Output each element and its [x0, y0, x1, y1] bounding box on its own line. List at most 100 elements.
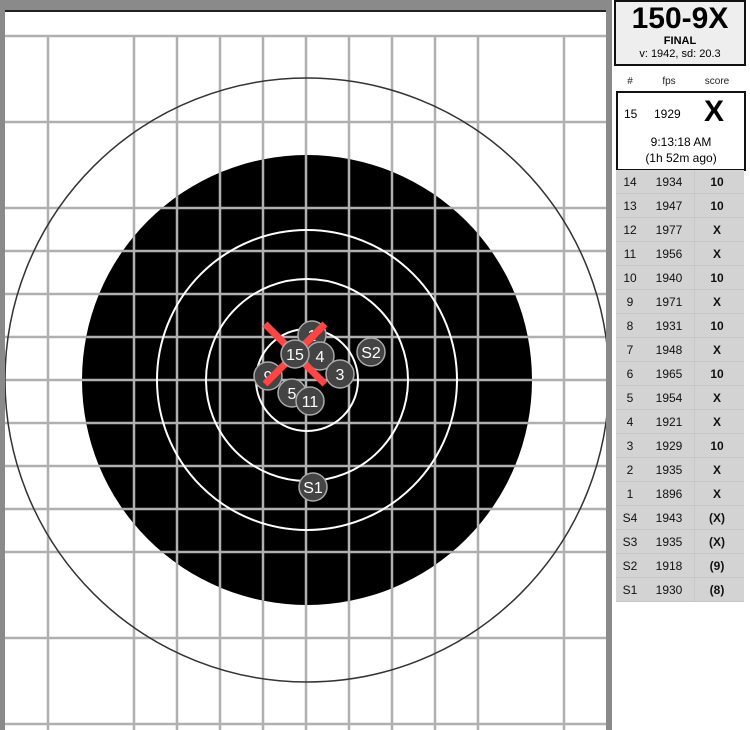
shot-hole[interactable]: S1 — [298, 472, 328, 502]
shot-row[interactable]: 4 1921 X — [616, 410, 744, 434]
shot-num: 12 — [623, 223, 637, 237]
shot-row[interactable]: 1 1896 X — [616, 482, 744, 506]
shot-circle — [298, 472, 328, 502]
latest-shot-num: 15 — [624, 107, 638, 121]
shot-fps: 1931 — [655, 319, 683, 333]
shot-score: (9) — [709, 559, 725, 573]
shot-fps: 1971 — [655, 295, 683, 309]
shot-num: S2 — [622, 559, 638, 573]
shot-row[interactable]: 12 1977 X — [616, 218, 744, 242]
shot-hole[interactable]: 15 — [262, 321, 328, 387]
velocity-stats: v: 1942, sd: 20.3 — [639, 48, 721, 60]
score-panel: 150-9X FINAL v: 1942, sd: 20.3 # fps sco… — [612, 0, 750, 730]
shot-row[interactable]: 2 1935 X — [616, 458, 744, 482]
shot-hole[interactable]: 3 — [325, 359, 355, 389]
shot-num: 10 — [623, 271, 637, 285]
shot-fps: 1929 — [655, 439, 683, 453]
shot-fps: 1965 — [655, 367, 683, 381]
session-status: FINAL — [663, 35, 697, 47]
shot-num: S3 — [622, 535, 638, 549]
shot-score: 10 — [710, 319, 724, 333]
score-summary: 150-9X FINAL v: 1942, sd: 20.3 — [614, 0, 746, 66]
shot-label: 4 — [316, 349, 325, 366]
shot-score: (X) — [709, 535, 725, 549]
shot-score: X — [712, 295, 721, 309]
shot-hole[interactable]: 11 — [295, 386, 325, 416]
shot-row[interactable]: S2 1918 (9) — [616, 554, 744, 578]
shot-score: X — [712, 463, 721, 477]
shot-num: 14 — [623, 175, 637, 189]
shot-label: 11 — [302, 394, 319, 411]
shot-row[interactable]: 11 1956 X — [616, 242, 744, 266]
shot-row[interactable]: 5 1954 X — [616, 386, 744, 410]
shot-fps: 1943 — [655, 511, 683, 525]
shot-table: 14 1934 10 13 1947 10 12 1977 X 11 1956 X 10 1940 10 9 1… — [616, 170, 744, 602]
shot-num: 11 — [623, 247, 637, 261]
shot-label: S1 — [303, 480, 323, 497]
shot-row[interactable]: 8 1931 10 — [616, 314, 744, 338]
shot-row[interactable]: 13 1947 10 — [616, 194, 744, 218]
shot-row[interactable]: 14 1934 10 — [616, 170, 744, 194]
shot-score: 10 — [710, 175, 724, 189]
shot-fps: 1921 — [655, 415, 683, 429]
shot-num: 8 — [626, 319, 634, 333]
shot-fps: 1934 — [655, 175, 683, 189]
shots: 9145113S2S115 — [253, 320, 386, 502]
shot-score: X — [712, 247, 721, 261]
shot-fps: 1930 — [655, 583, 683, 597]
shot-fps: 1940 — [655, 271, 683, 285]
shot-row[interactable]: S1 1930 (8) — [616, 578, 744, 602]
shot-score: 10 — [710, 271, 724, 285]
shot-fps: 1918 — [655, 559, 683, 573]
shot-row[interactable]: 7 1948 X — [616, 338, 744, 362]
shot-row[interactable]: S3 1935 (X) — [616, 530, 744, 554]
shot-score: X — [712, 343, 721, 357]
shot-fps: 1956 — [655, 247, 683, 261]
shot-score: X — [712, 223, 721, 237]
shot-label: S2 — [361, 345, 381, 362]
shot-circle — [325, 359, 355, 389]
shot-num: 4 — [626, 415, 634, 429]
shot-row[interactable]: 6 1965 10 — [616, 362, 744, 386]
latest-shot-ago: (1h 52m ago) — [645, 151, 717, 165]
shot-num: 2 — [626, 463, 634, 477]
latest-shot-score: X — [704, 95, 725, 128]
shot-num: 3 — [626, 439, 634, 453]
shot-num: 6 — [626, 367, 634, 381]
shot-row[interactable]: 3 1929 10 — [616, 434, 744, 458]
shot-score: (X) — [709, 511, 725, 525]
shot-score: X — [712, 415, 721, 429]
shot-row[interactable]: 9 1971 X — [616, 290, 744, 314]
latest-shot-card[interactable]: 15 1929 X 9:13:18 AM (1h 52m ago) — [616, 91, 746, 171]
shot-fps: 1977 — [655, 223, 683, 237]
shot-fps: 1954 — [655, 391, 683, 405]
shot-label: 15 — [286, 347, 304, 364]
shot-fps: 1948 — [655, 343, 683, 357]
shot-num: 13 — [623, 199, 637, 213]
ring-8 — [156, 229, 458, 531]
shot-fps: 1935 — [655, 535, 683, 549]
top-frame — [0, 0, 612, 10]
shot-hole[interactable]: S2 — [356, 337, 386, 367]
shot-num: 7 — [626, 343, 634, 357]
shot-fps: 1896 — [655, 487, 683, 501]
shot-label: 5 — [288, 386, 297, 403]
shot-score: 10 — [710, 439, 724, 453]
shot-circle — [253, 361, 283, 391]
shot-fps: 1947 — [655, 199, 683, 213]
shot-score: 10 — [710, 199, 724, 213]
total-score: 150-9X — [631, 2, 729, 35]
shot-score: X — [712, 487, 721, 501]
right-frame — [606, 0, 612, 730]
shot-row[interactable]: S4 1943 (X) — [616, 506, 744, 530]
shot-num: 5 — [626, 391, 634, 405]
target-view[interactable]: 9145113S2S115 — [0, 0, 612, 730]
shot-num: S4 — [622, 511, 638, 525]
shot-score: (8) — [709, 583, 725, 597]
shot-row[interactable]: 10 1940 10 — [616, 266, 744, 290]
latest-shot-time: 9:13:18 AM — [650, 135, 712, 149]
shot-circle — [295, 386, 325, 416]
shot-score: X — [712, 391, 721, 405]
shot-circle — [280, 339, 310, 369]
shot-num: S1 — [622, 583, 638, 597]
